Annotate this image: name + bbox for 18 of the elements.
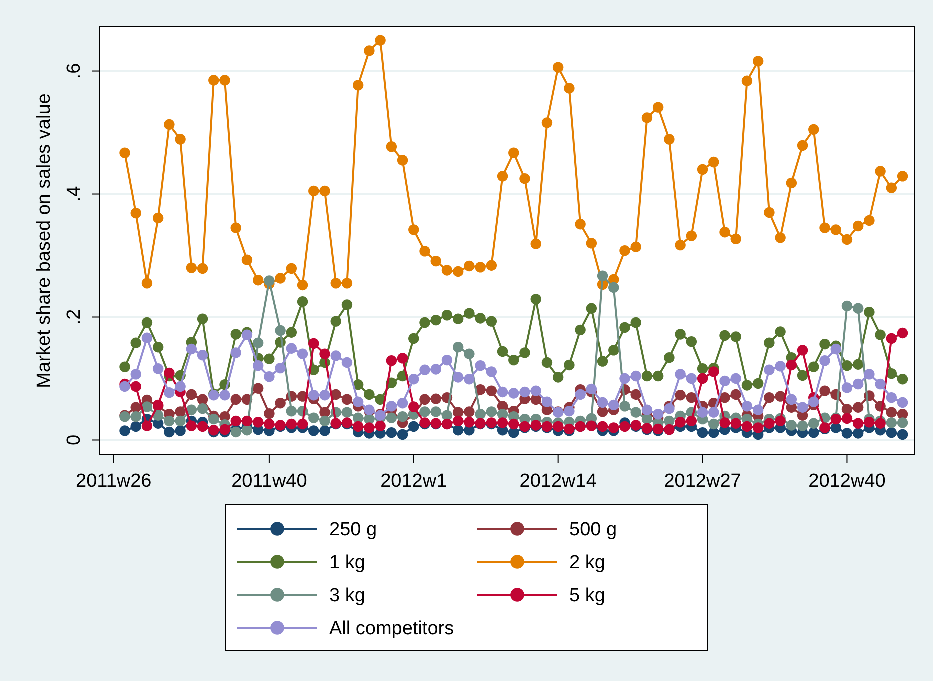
- legend-label: 250 g: [330, 520, 378, 541]
- y-axis-title: Market share based on sales value: [34, 94, 55, 388]
- legend-label: All competitors: [330, 618, 454, 640]
- y-tick-label: .6: [64, 63, 85, 80]
- y-tick-label: .2: [64, 309, 85, 326]
- x-tick-label: 2012w40: [808, 470, 886, 492]
- legend-label: 3 kg: [330, 586, 366, 607]
- y-tick-label: .4: [64, 186, 85, 202]
- x-tick-label: 2011w26: [76, 470, 152, 492]
- x-tick-label: 2012w27: [664, 470, 742, 492]
- legend-label: 2 kg: [570, 552, 606, 574]
- legend-label: 1 kg: [330, 552, 366, 574]
- legend-label: 500 g: [570, 520, 618, 541]
- x-tick-label: 2012w14: [520, 470, 598, 492]
- x-tick-label: 2011w40: [232, 470, 308, 492]
- x-tick-label: 2012w1: [380, 470, 448, 492]
- y-tick-label: 0: [64, 434, 85, 446]
- legend-label: 5 kg: [570, 586, 606, 607]
